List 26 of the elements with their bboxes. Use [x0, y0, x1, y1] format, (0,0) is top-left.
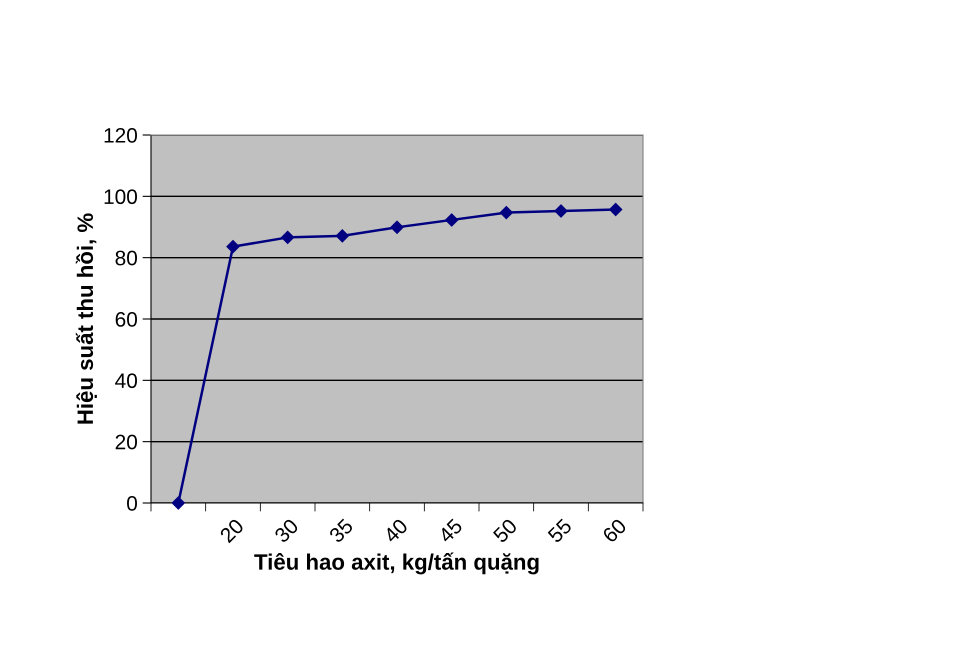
y-axis-title: Hiệu suất thu hồi, % [76, 213, 97, 424]
y-tick-label: 100 [104, 189, 137, 204]
y-tick-label: 80 [116, 250, 137, 266]
point [445, 213, 458, 227]
point [390, 220, 404, 234]
x-tick-label: 30 [274, 518, 300, 544]
x-tick-label: 60 [602, 518, 628, 544]
x-tick-label: 20 [219, 518, 245, 544]
point [281, 230, 294, 244]
y-tick-label: 60 [116, 312, 137, 327]
y-tick-label: 0 [127, 496, 137, 511]
y-tick-label: 20 [116, 434, 137, 450]
point [500, 206, 513, 220]
x-tick-label: 45 [437, 518, 464, 544]
point [172, 496, 185, 510]
point [226, 240, 240, 254]
x-tick-label: 50 [492, 518, 518, 544]
y-tick-label: 40 [115, 373, 137, 388]
x-tick-label: 40 [382, 518, 409, 544]
point [609, 202, 622, 216]
x-tick-label: 55 [547, 518, 573, 544]
y-tick-label: 120 [104, 128, 137, 143]
point [336, 229, 349, 242]
point [554, 204, 568, 218]
x-tick-label: 35 [328, 518, 354, 544]
x-axis-title: Tiêu hao axit, kg/tấn quặng [254, 552, 539, 574]
